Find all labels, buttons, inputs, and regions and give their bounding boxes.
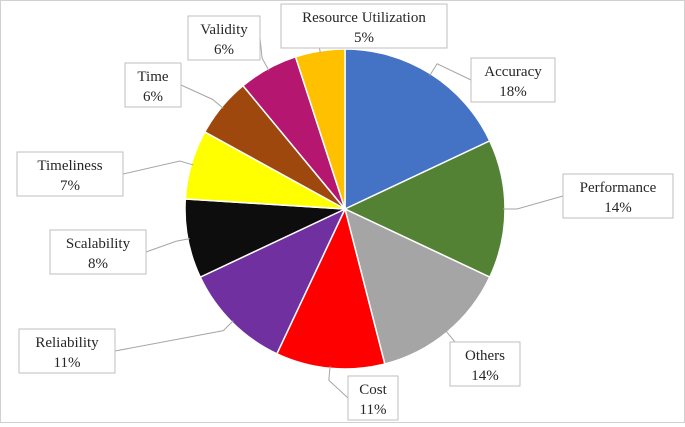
data-label-percent: 5% xyxy=(354,30,374,46)
leader-line-accuracy xyxy=(429,63,472,81)
data-label-box xyxy=(16,151,124,197)
data-label-cost: Cost 11% xyxy=(347,375,399,421)
data-label-box xyxy=(124,62,182,108)
leader-line-validity xyxy=(259,37,270,71)
data-label-percent: 14% xyxy=(471,368,499,384)
data-label-category: Timeliness xyxy=(37,158,102,174)
data-label-resource-utilization: Resource Utilization 5% xyxy=(280,3,448,49)
data-label-others: Others 14% xyxy=(449,341,521,387)
data-label-box xyxy=(49,229,147,275)
data-label-box xyxy=(470,57,556,103)
data-label-box xyxy=(347,375,399,421)
data-label-percent: 18% xyxy=(499,84,527,100)
data-label-box xyxy=(187,15,261,61)
data-label-category: Cost xyxy=(359,382,387,398)
leader-line-scalability xyxy=(145,238,190,253)
data-label-time: Time 6% xyxy=(124,62,182,108)
data-label-percent: 6% xyxy=(214,42,234,58)
leader-line-time xyxy=(180,84,224,109)
data-label-category: Reliability xyxy=(35,335,99,351)
data-label-category: Accuracy xyxy=(484,64,542,80)
data-label-accuracy: Accuracy 18% xyxy=(470,57,556,103)
data-label-timeliness: Timeliness 7% xyxy=(16,151,124,197)
data-label-category: Scalability xyxy=(66,236,131,252)
data-label-validity: Validity 6% xyxy=(187,15,261,61)
data-label-percent: 6% xyxy=(143,89,163,105)
leader-line-cost xyxy=(328,366,349,399)
data-label-reliability: Reliability 11% xyxy=(18,328,116,374)
data-label-category: Others xyxy=(465,348,505,364)
data-label-box xyxy=(562,173,674,219)
data-label-percent: 7% xyxy=(60,178,80,194)
data-label-category: Time xyxy=(137,69,168,85)
data-label-category: Resource Utilization xyxy=(302,10,426,26)
data-label-percent: 11% xyxy=(360,402,387,418)
data-label-box xyxy=(280,3,448,49)
data-label-box xyxy=(449,341,521,387)
data-label-performance: Performance 14% xyxy=(562,173,674,219)
data-label-scalability: Scalability 8% xyxy=(49,229,147,275)
leader-line-performance xyxy=(503,195,564,210)
data-label-category: Validity xyxy=(200,22,248,38)
data-label-category: Performance xyxy=(580,180,657,196)
leader-line-timeliness xyxy=(122,160,194,175)
data-label-percent: 11% xyxy=(54,355,81,371)
data-label-percent: 14% xyxy=(604,200,632,216)
data-label-box xyxy=(18,328,116,374)
data-label-percent: 8% xyxy=(88,256,108,272)
leader-line-reliability xyxy=(114,320,234,352)
